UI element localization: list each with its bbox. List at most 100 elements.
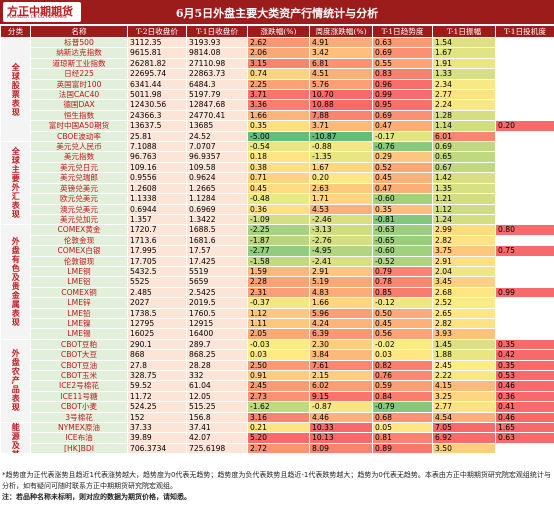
cell: 8.09 (309, 442, 373, 455)
cell (495, 141, 554, 153)
asset-name: CBOT小麦 (30, 401, 128, 413)
cell: -0.87 (309, 401, 373, 413)
cell: 7.0707 (186, 141, 248, 153)
cell: 0.67 (432, 161, 496, 174)
cell: 13685 (186, 120, 248, 132)
cell: 26281.82 (127, 57, 187, 70)
cell (495, 182, 554, 195)
cell: -0.60 (372, 245, 433, 257)
cell: -0.02 (372, 338, 433, 351)
cell: 0.59 (372, 380, 433, 392)
cell: 1.66 (247, 109, 310, 122)
asset-name: CBOE波动率 (30, 130, 128, 143)
asset-name: LME镍 (30, 317, 128, 330)
table-row: [HK]BDI 706.3734 725.6198 2.72 8.09 0.89 3.50 (1, 442, 554, 455)
table-row: COMEX白银 17.995 17.57 -2.77 -4.95 -0.60 3.75 0.7… (1, 245, 554, 257)
asset-name: ICE2号棉花 (30, 380, 128, 392)
cell: 2.31 (247, 286, 310, 299)
cell: 0.82 (372, 359, 433, 372)
cell: -0.81 (372, 213, 433, 226)
cell: 4.53 (309, 203, 373, 215)
cell: 1.88 (432, 349, 496, 361)
cell (495, 161, 554, 174)
cell: 0.05 (372, 422, 433, 434)
cell: 3.93 (432, 328, 496, 340)
footer-note: 注：若品种名称未标明，则对应的数据为期货价格，请知悉。 (2, 493, 191, 501)
cell: 2.45 (432, 359, 496, 372)
cell: -0.54 (247, 141, 310, 153)
table-row: 伦敦银现 17.705 17.425 -1.58 -2.41 -0.52 2.91 (1, 255, 554, 267)
cell: 0.74 (247, 68, 310, 80)
cell (495, 276, 554, 288)
table-row: CBOE波动率 25.81 24.52 -5.00 -10.87 -0.17 6.01 (1, 130, 554, 143)
cell (495, 193, 554, 205)
cell: 4.54 (432, 411, 496, 424)
cell (495, 213, 554, 226)
cell: 1720.7 (127, 224, 187, 236)
cell: 5011.98 (127, 89, 187, 101)
cell: 2.63 (309, 182, 373, 195)
cell (495, 203, 554, 215)
asset-name: LME锡 (30, 328, 128, 340)
table-row: 法国CAC40 5011.98 5197.79 3.71 10.70 0.99 2.77 (1, 89, 554, 101)
group-label: 外盘农产品表现 (0, 338, 31, 424)
cell: 59.52 (127, 380, 187, 392)
cell: 0.35 (495, 359, 554, 372)
footer: *趋势度为正代表涨势且趋近1代表涨势越大，趋势度为0代表无趋势；趋势度为负代表跌… (2, 470, 552, 503)
cell: 156.8 (186, 411, 248, 424)
cell: 1.14 (432, 120, 496, 132)
cell (495, 234, 554, 247)
cell: 2.68 (432, 286, 496, 299)
cell: 4.24 (309, 317, 373, 330)
cell: 0.35 (495, 338, 554, 351)
cell: -0.60 (372, 193, 433, 205)
cell: 6.01 (432, 130, 496, 143)
cell: 1.3422 (186, 213, 248, 226)
cell: 3.50 (432, 442, 496, 455)
cell: 5.20 (247, 432, 310, 444)
table-row: 伦敦金现 1713.6 1681.6 -1.87 -2.76 -0.65 2.82 (1, 234, 554, 247)
cell: 37.33 (127, 422, 187, 434)
cell: 2.99 (432, 224, 496, 236)
cell: -1.58 (247, 255, 310, 267)
cell: 515.25 (186, 401, 248, 413)
cell: 0.83 (372, 68, 433, 80)
cell: 0.75 (495, 245, 554, 257)
cell: 109.58 (186, 161, 248, 174)
cell (495, 297, 554, 309)
cell: 0.45 (372, 172, 433, 184)
cell: 0.69 (372, 47, 433, 59)
logo-subtext: FOUNDER CIFCO FUTURES (7, 15, 67, 20)
column-header: T-2日收盘价 (127, 25, 187, 38)
cell: 2.65 (432, 307, 496, 319)
cell: 1.42 (432, 172, 496, 184)
cell: 5519 (186, 265, 248, 278)
cell: 2.05 (247, 328, 310, 340)
cell: 2.28 (247, 276, 310, 288)
cell: 96.9357 (186, 151, 248, 163)
cell: 2.77 (432, 401, 496, 413)
table-row: ICE11号糖 11.72 12.05 2.73 9.15 0.84 3.25 0.36 (1, 390, 554, 403)
table-row: LME锡 16025 16400 2.05 6.39 0.56 3.93 (1, 328, 554, 340)
cell: 16400 (186, 328, 248, 340)
cell: -2.77 (247, 245, 310, 257)
cell: 109.16 (127, 161, 187, 174)
asset-name: CBOT豆油 (30, 359, 128, 372)
cell: 3.42 (309, 47, 373, 59)
cell: 1.91 (432, 57, 496, 70)
cell: -3.13 (309, 224, 373, 236)
cell: 1681.6 (186, 234, 248, 247)
cell: 2.50 (247, 359, 310, 372)
cell: -2.76 (309, 234, 373, 247)
asset-name: LME铜 (30, 265, 128, 278)
cell: -1.09 (247, 213, 310, 226)
cell: -0.17 (372, 130, 433, 143)
cell: -0.65 (372, 234, 433, 247)
cell (495, 328, 554, 340)
cell: 0.63 (372, 36, 433, 49)
cell: -2.41 (309, 255, 373, 267)
table-body: 全球股票表现 标普500 3112.35 3193.93 2.62 4.91 0.63 1.5… (0, 36, 554, 455)
cell: 12.05 (186, 390, 248, 403)
asset-name: 日经225 (30, 68, 128, 80)
header-bar: 方正中期期货 FOUNDER CIFCO FUTURES 6月5日外盘主要大类资… (0, 0, 554, 24)
